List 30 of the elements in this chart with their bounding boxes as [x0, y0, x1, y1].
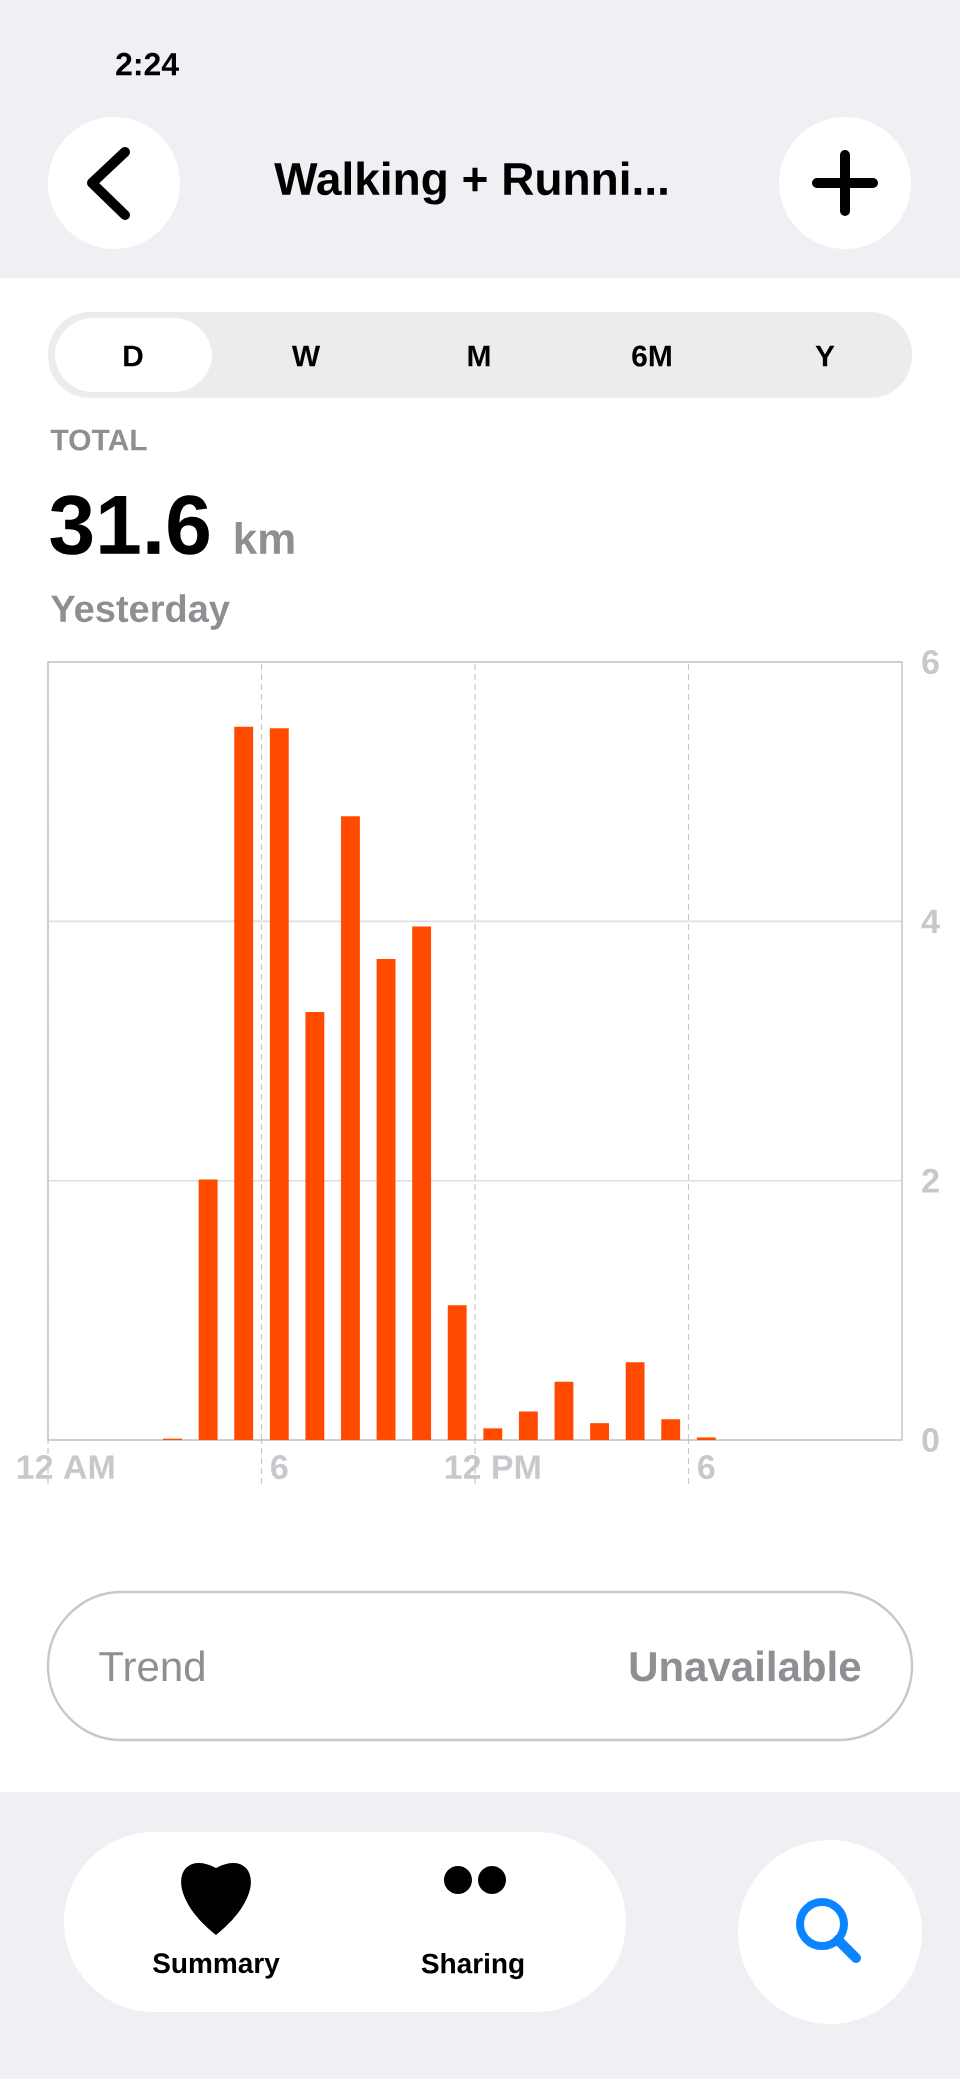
bar	[696, 1437, 716, 1441]
bar	[234, 726, 254, 1441]
text: TOTAL	[50, 429, 147, 451]
bar	[661, 1419, 681, 1441]
text: Yesterday	[51, 594, 230, 630]
bar	[447, 1305, 467, 1441]
text: 31.6	[50, 495, 209, 555]
bar	[590, 1423, 609, 1441]
text: 2:24	[116, 52, 179, 76]
text: km	[235, 521, 294, 554]
text: Unavailable	[630, 1650, 861, 1682]
bar	[341, 816, 360, 1441]
text: D	[124, 345, 143, 367]
bar	[305, 1012, 325, 1441]
bar	[554, 1381, 574, 1441]
text: Y	[815, 345, 835, 367]
bar	[198, 1179, 218, 1441]
text: M	[468, 345, 490, 367]
text: Summary	[153, 1953, 280, 1979]
bar	[269, 728, 289, 1441]
bar	[625, 1362, 645, 1441]
text: Trend	[99, 1650, 204, 1682]
bar	[376, 958, 396, 1441]
text: 6M	[632, 345, 671, 367]
text: Sharing	[421, 1952, 524, 1980]
bar	[483, 1428, 503, 1441]
bar	[412, 926, 432, 1441]
chart-title: Walking + Runni...	[274, 161, 667, 205]
bar	[518, 1411, 538, 1441]
text: W	[291, 345, 321, 367]
